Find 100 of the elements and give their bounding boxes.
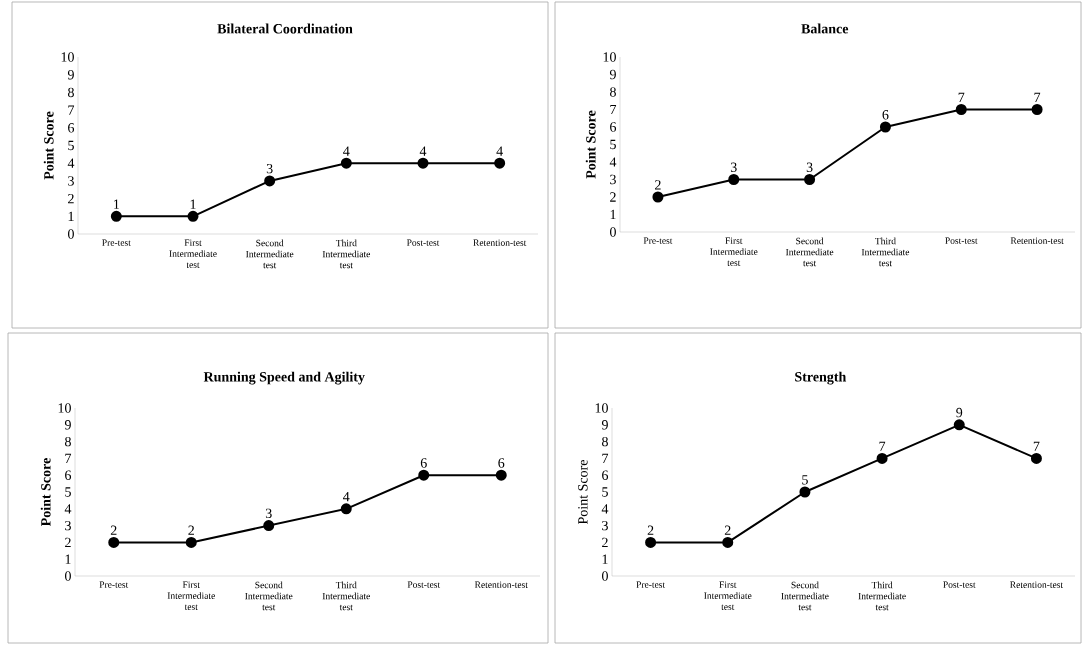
data-label: 7: [958, 92, 965, 102]
y-tick-label: 3: [610, 174, 616, 185]
data-label: 1: [190, 199, 196, 209]
data-label: 6: [498, 458, 505, 468]
x-tick-label: Retention-test: [474, 581, 528, 588]
point: [799, 486, 811, 498]
point: [110, 210, 122, 222]
y-tick-label: 8: [602, 436, 608, 447]
x-tick-label: Pre-test: [102, 239, 131, 246]
y-tick-label: 1: [602, 554, 608, 564]
point: [652, 191, 664, 203]
point: [187, 210, 199, 222]
y-tick-label: 5: [65, 487, 71, 497]
x-tick-label: Third Intermediate test: [861, 237, 910, 267]
data-label: 9: [956, 407, 963, 418]
y-tick-label: 7: [610, 104, 617, 115]
data-label: 4: [343, 492, 350, 502]
x-tick-label: Post-test: [945, 237, 978, 244]
x-tick-label: Retention-test: [1010, 237, 1064, 244]
x-tick-label: Third Intermediate test: [322, 239, 371, 269]
x-tick-label: Retention-test: [473, 239, 527, 246]
data-label: 2: [188, 525, 194, 535]
y-tick-label: 0: [610, 227, 616, 237]
y-tick-label: 9: [601, 420, 608, 430]
y-tick-label: 3: [65, 520, 71, 531]
y-axis-title: Point Score: [43, 111, 54, 180]
y-tick-label: 6: [610, 122, 617, 132]
x-tick-label: Pre-test: [99, 581, 129, 588]
point: [340, 157, 352, 169]
y-tick-label: 1: [68, 211, 74, 221]
x-tick-label: First Intermediate test: [169, 239, 217, 268]
y-axis-title: Point Score: [40, 458, 51, 527]
chart-title: Running Speed and Agility: [203, 371, 365, 385]
point: [953, 419, 965, 431]
y-tick-label: 9: [609, 69, 616, 80]
point: [185, 536, 197, 548]
y-tick-label: 10: [61, 52, 74, 62]
data-label: 7: [1033, 441, 1040, 451]
y-tick-label: 10: [58, 403, 71, 413]
data-label: 6: [420, 458, 427, 468]
point: [418, 469, 430, 481]
point: [722, 536, 734, 548]
y-tick-label: 0: [602, 571, 608, 581]
x-tick-label: First Intermediate test: [167, 581, 215, 610]
y-tick-label: 0: [65, 571, 71, 581]
x-tick-label: First Intermediate test: [704, 581, 752, 610]
point: [264, 175, 276, 187]
point: [728, 174, 740, 185]
y-tick-label: 6: [602, 470, 609, 480]
y-tick-label: 2: [610, 192, 616, 202]
y-tick-label: 5: [610, 139, 616, 150]
y-tick-label: 3: [602, 520, 608, 531]
point: [955, 104, 967, 115]
x-tick-label: Second Intermediate test: [781, 581, 829, 611]
data-label: 4: [496, 146, 503, 156]
data-label: 3: [266, 163, 273, 174]
x-tick-label: Post-test: [943, 581, 976, 588]
data-label: 7: [879, 441, 886, 451]
x-tick-label: Second Intermediate test: [785, 237, 834, 267]
y-tick-label: 9: [67, 70, 74, 80]
y-tick-label: 6: [65, 470, 72, 480]
data-label: 1: [114, 199, 119, 209]
point: [645, 536, 657, 548]
y-tick-label: 2: [68, 193, 74, 204]
data-label: 2: [647, 525, 654, 535]
x-tick-label: Retention-test: [1010, 581, 1064, 588]
chart-title: Balance: [801, 23, 849, 34]
data-label: 6: [882, 110, 889, 120]
y-tick-label: 10: [603, 52, 616, 62]
point: [495, 469, 507, 481]
data-label: 3: [806, 162, 813, 172]
x-tick-label: Pre-test: [636, 581, 666, 588]
y-tick-label: 3: [68, 176, 74, 186]
point: [340, 503, 352, 515]
data-label: 7: [1034, 92, 1041, 102]
y-tick-label: 8: [65, 436, 71, 447]
point: [108, 536, 120, 548]
point: [494, 157, 506, 169]
data-label: 4: [343, 146, 350, 156]
y-tick-label: 2: [602, 537, 608, 548]
point: [1031, 104, 1043, 115]
point: [804, 174, 816, 185]
y-tick-label: 7: [602, 453, 609, 463]
y-tick-label: 8: [610, 87, 616, 97]
x-tick-label: Second Intermediate test: [246, 239, 294, 269]
point: [1030, 452, 1042, 464]
y-tick-label: 5: [68, 140, 74, 151]
point: [879, 121, 891, 133]
y-tick-label: 4: [609, 157, 617, 167]
y-axis-title: Point Score: [585, 110, 596, 179]
data-label: 2: [655, 180, 661, 190]
y-tick-label: 8: [68, 87, 74, 98]
y-tick-label: 4: [64, 504, 72, 514]
point: [417, 157, 429, 169]
y-tick-label: 7: [65, 453, 72, 463]
y-tick-label: 9: [64, 420, 71, 430]
y-tick-label: 6: [68, 123, 75, 133]
y-tick-label: 4: [601, 504, 609, 514]
x-tick-label: Second Intermediate test: [245, 581, 293, 611]
point: [263, 520, 275, 532]
